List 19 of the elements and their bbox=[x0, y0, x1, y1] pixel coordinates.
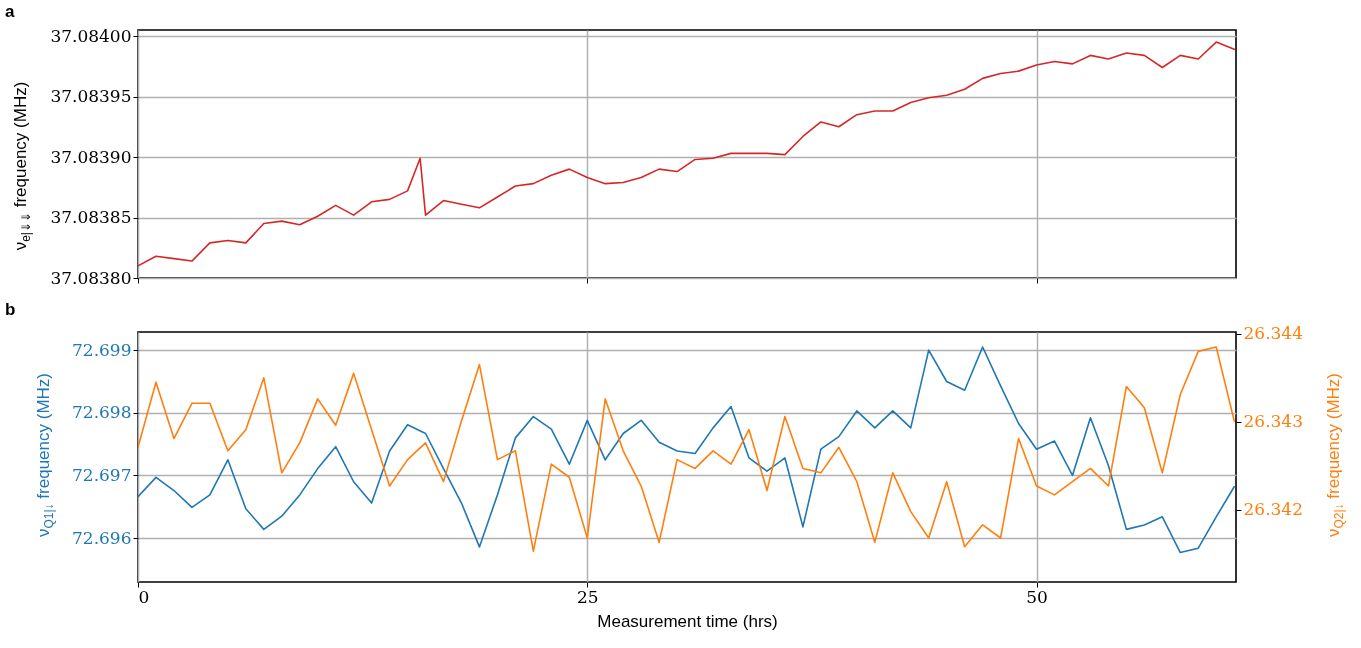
y-tick-label: 37.08395 bbox=[50, 86, 132, 107]
y2-tick-label: 26.344 bbox=[1243, 323, 1303, 344]
y-tick-label: 37.08380 bbox=[50, 267, 132, 288]
line-series bbox=[138, 41, 1235, 267]
y-tick-label: 72.696 bbox=[72, 527, 132, 548]
x-tick-label: 50 bbox=[1026, 586, 1048, 607]
y-tick-label: 37.08390 bbox=[50, 146, 132, 167]
y2-tick-label: 26.342 bbox=[1243, 499, 1303, 520]
y-tick-label: 72.699 bbox=[72, 339, 132, 360]
y-tick-label: 72.697 bbox=[72, 464, 132, 485]
x-tick-label: 0 bbox=[138, 586, 150, 607]
y2-tick-label: 26.343 bbox=[1243, 411, 1303, 432]
y-tick-label: 37.08385 bbox=[50, 207, 132, 228]
chart-title: b bbox=[5, 299, 16, 319]
y-tick-label: 72.698 bbox=[72, 402, 132, 423]
x-tick-label: 25 bbox=[576, 586, 599, 607]
y-tick-label: 37.08400 bbox=[50, 25, 132, 46]
chart-title: a bbox=[5, 2, 15, 22]
x-axis-title: Measurement time (hrs) bbox=[597, 611, 778, 631]
